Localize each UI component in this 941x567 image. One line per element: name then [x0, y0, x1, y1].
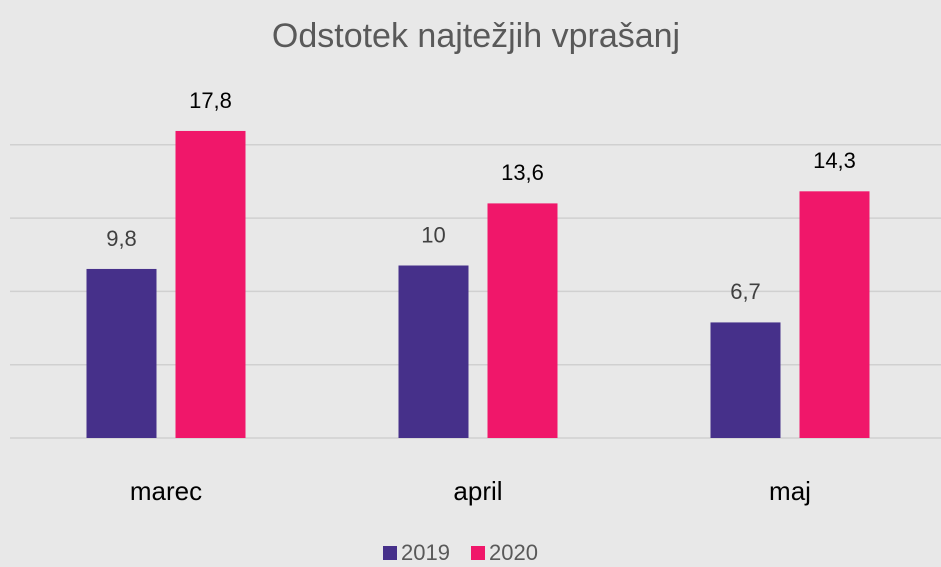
legend-label: 2020 — [489, 540, 538, 565]
data-label: 17,8 — [189, 88, 232, 113]
data-label: 14,3 — [813, 148, 856, 173]
data-label: 9,8 — [106, 226, 137, 251]
legend-swatch — [471, 546, 485, 560]
bar — [398, 265, 469, 438]
data-label: 6,7 — [730, 279, 761, 304]
legend-label: 2019 — [401, 540, 450, 565]
bar — [487, 203, 558, 438]
x-tick-label: maj — [769, 476, 811, 506]
x-tick-label: april — [453, 476, 502, 506]
data-label: 13,6 — [501, 160, 544, 185]
bar — [799, 191, 870, 438]
bar — [86, 268, 157, 438]
bar — [175, 130, 246, 438]
x-tick-label: marec — [130, 476, 202, 506]
bar — [710, 322, 781, 438]
chart-title: Odstotek najtežjih vprašanj — [272, 17, 680, 55]
data-label: 10 — [421, 222, 445, 247]
legend-swatch — [383, 546, 397, 560]
